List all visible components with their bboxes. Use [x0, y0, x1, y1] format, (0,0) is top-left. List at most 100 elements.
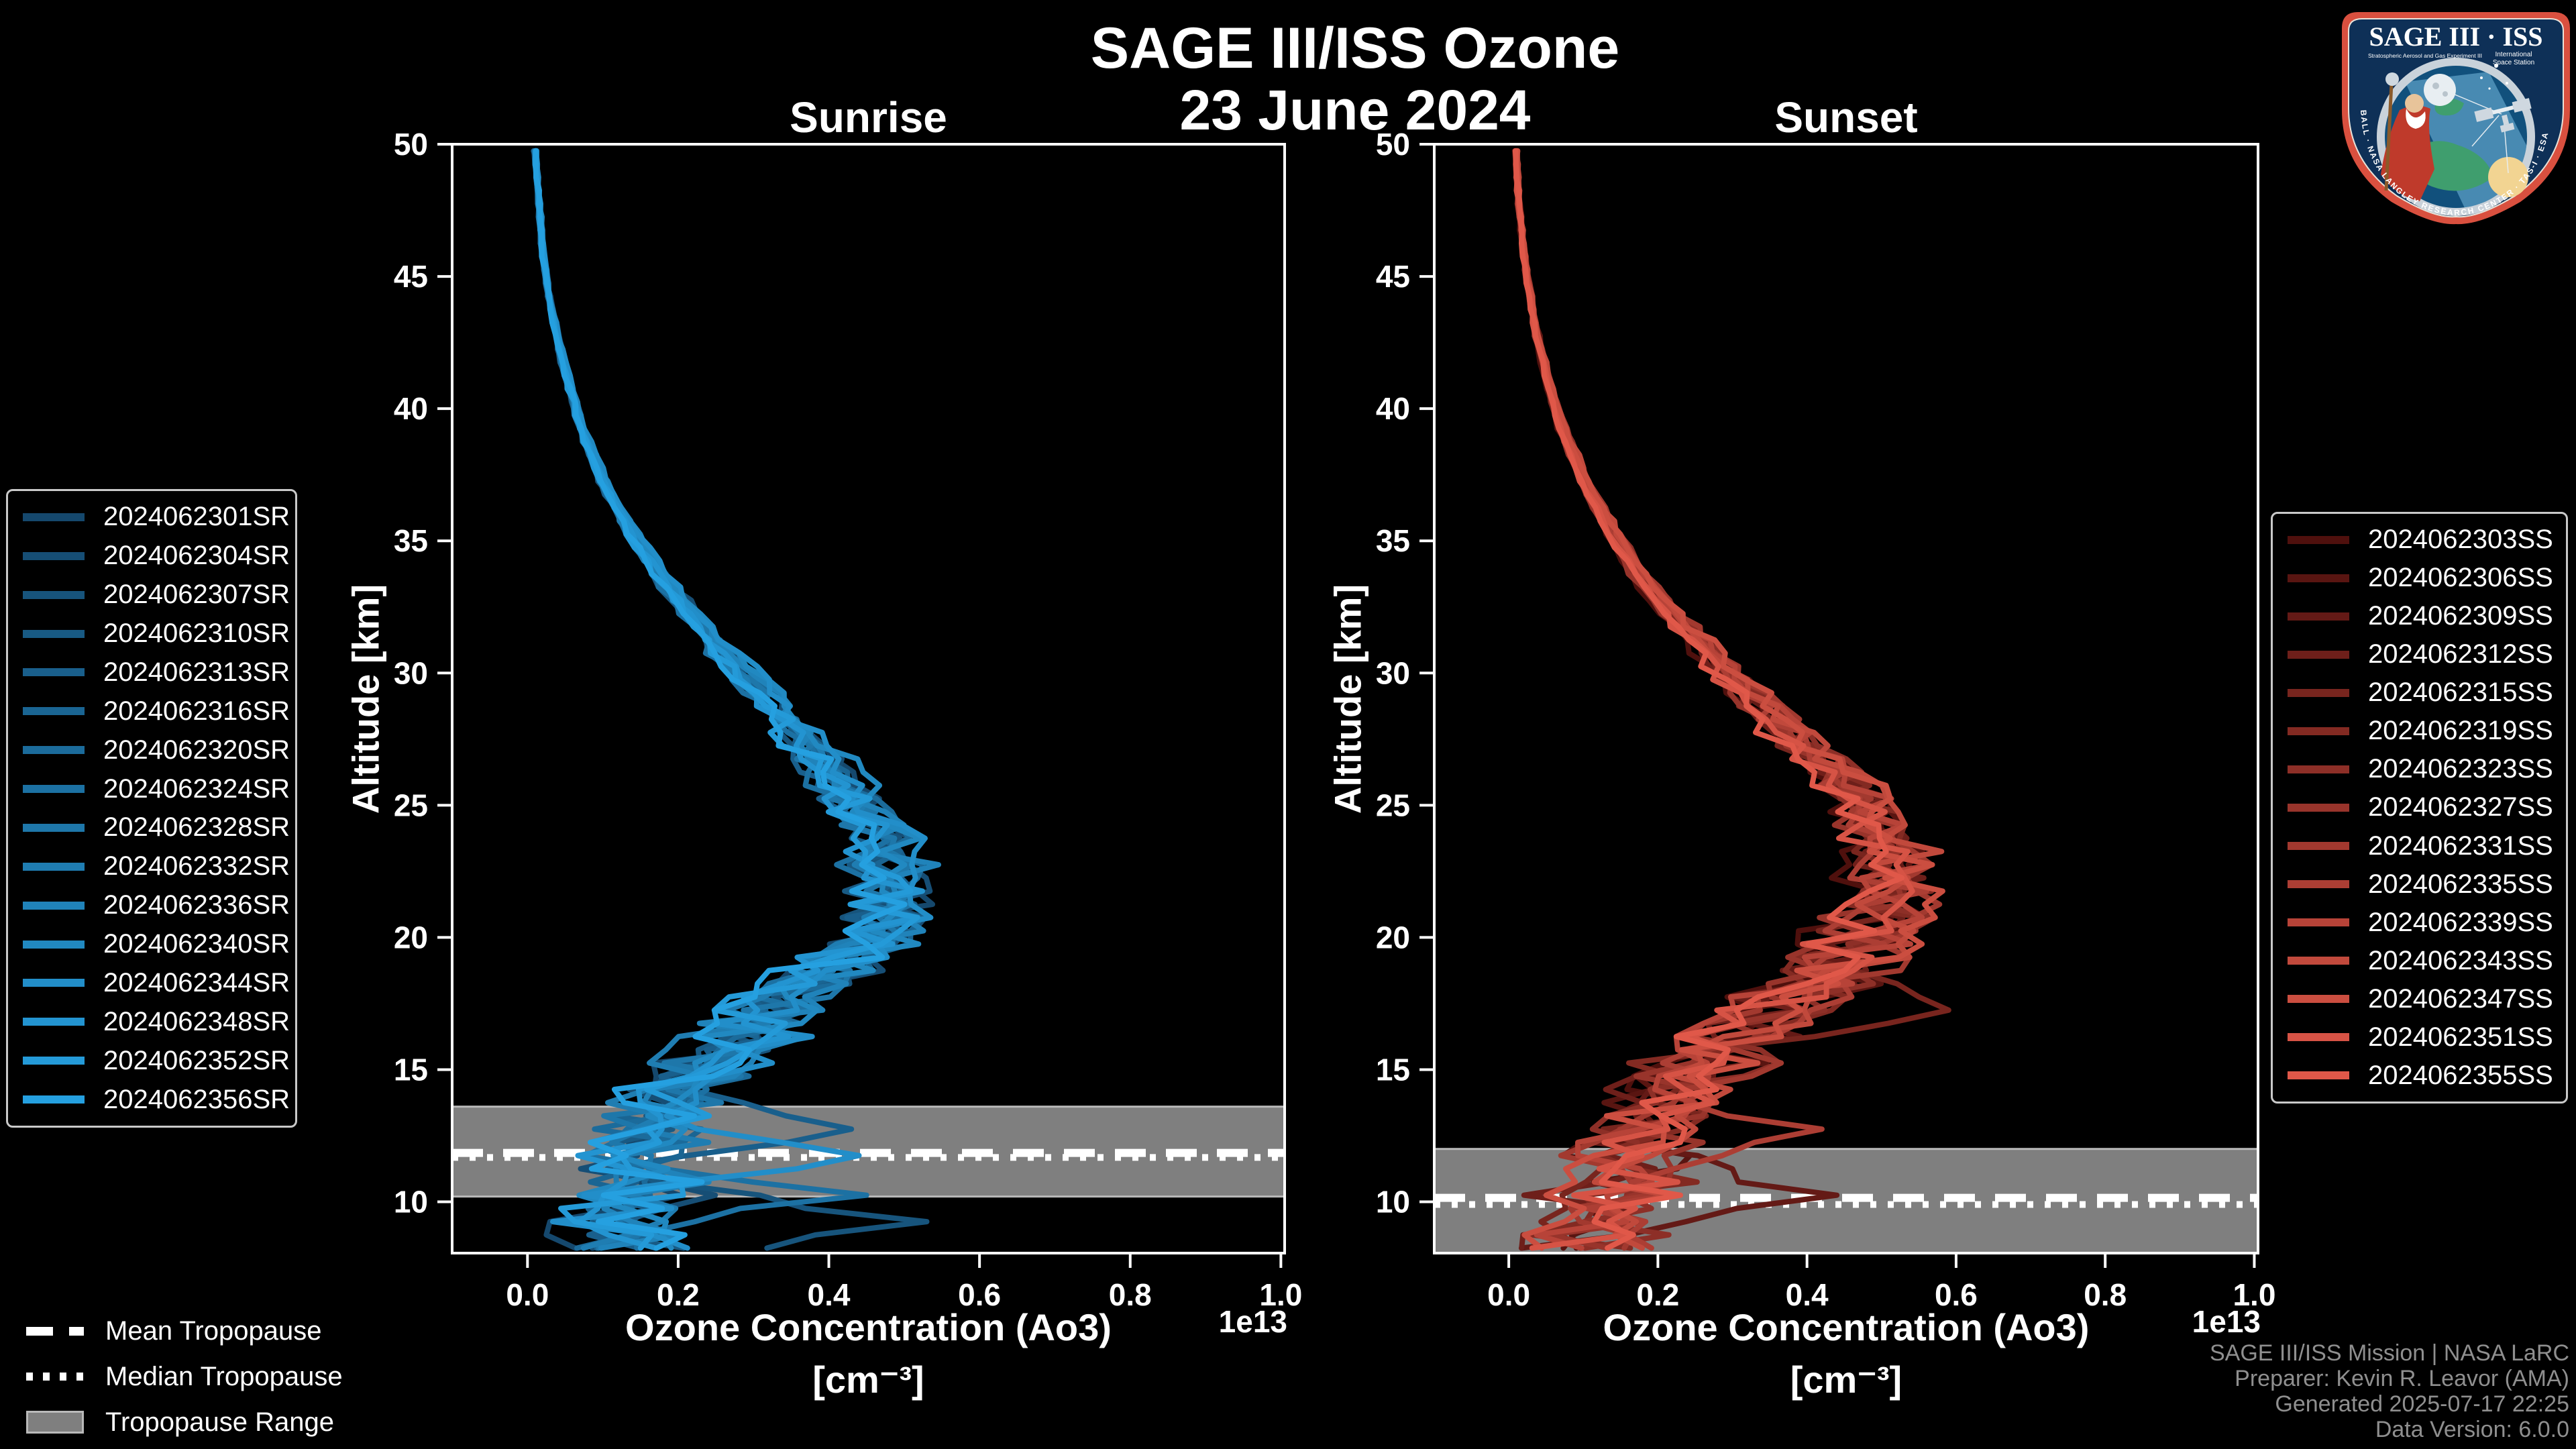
legend-item: 2024062313SR	[17, 657, 290, 688]
y-tick-label: 20	[394, 920, 428, 955]
legend-label: 2024062320SR	[103, 735, 290, 765]
ozone-profile-line	[532, 148, 933, 1251]
legend-item: 2024062315SS	[2282, 678, 2557, 708]
y-tick-label: 35	[1376, 523, 1410, 558]
legend-item: 2024062323SS	[2282, 754, 2557, 784]
legend-label: 2024062344SR	[103, 967, 290, 998]
tropopause-legend-item: Median Tropopause	[26, 1354, 343, 1399]
legend-label: 2024062339SS	[2368, 907, 2553, 937]
logo-continent	[2411, 141, 2493, 191]
legend-line-swatch	[2288, 727, 2349, 735]
x-tick-label: 0.6	[1935, 1277, 1978, 1312]
legend-item: 2024062303SS	[2282, 525, 2557, 555]
sunset-x-axis-label-line1: Ozone Concentration (Ao3)	[1603, 1306, 2090, 1348]
ozone-profile-line	[533, 148, 926, 1251]
y-tick-label: 10	[394, 1185, 428, 1220]
logo-moon-icon	[2424, 74, 2456, 106]
legend-label: 2024062304SR	[103, 541, 290, 571]
ozone-profile-line	[533, 148, 908, 1251]
y-tick-label: 25	[394, 788, 428, 822]
logo-moon-crater	[2432, 83, 2439, 89]
ozone-profile-line	[1514, 148, 1945, 1251]
legend-item: 2024062309SS	[2282, 601, 2557, 631]
legend-label: 2024062310SR	[103, 619, 290, 649]
tropopause-legend-swatch-band	[26, 1411, 84, 1434]
legend-label: 2024062316SR	[103, 696, 290, 726]
legend-line-swatch	[2288, 880, 2349, 889]
sunset-x-axis-label-line2: [cm⁻³]	[1790, 1358, 1902, 1401]
legend-label: 2024062306SS	[2368, 563, 2553, 593]
x-tick-label: 0.8	[2084, 1277, 2127, 1312]
tropopause-legend-label: Mean Tropopause	[105, 1316, 322, 1346]
y-tick-label: 45	[1376, 259, 1410, 294]
x-tick-label: 0.4	[808, 1277, 851, 1312]
legend-item: 2024062332SR	[17, 851, 290, 881]
legend-line-swatch	[2288, 957, 2349, 965]
legend-line-swatch	[23, 746, 85, 755]
sunrise-x-axis-label-line1: Ozone Concentration (Ao3)	[625, 1306, 1112, 1348]
legend-item: 2024062344SR	[17, 968, 290, 998]
legend-label: 2024062319SS	[2368, 716, 2553, 746]
y-tick-label: 10	[1376, 1185, 1410, 1220]
legend-item: 2024062304SR	[17, 541, 290, 571]
legend-label: 2024062328SR	[103, 812, 290, 843]
credit-line-preparer: Preparer: Kevin R. Leavor (AMA)	[2235, 1366, 2569, 1391]
legend-label: 2024062307SR	[103, 580, 290, 610]
logo-moon-crater	[2443, 91, 2448, 97]
legend-label: 2024062348SR	[103, 1006, 290, 1036]
logo-sun-icon	[2488, 157, 2528, 197]
legend-line-swatch	[23, 1095, 85, 1104]
tropopause-legend: Mean Tropopause Median Tropopause Tropopau…	[26, 1308, 343, 1445]
legend-line-swatch	[23, 901, 85, 910]
legend-line-swatch	[23, 785, 85, 794]
y-tick-label: 25	[1376, 788, 1410, 822]
legend-line-swatch	[2288, 535, 2349, 544]
logo-subtitle-right-1: International	[2495, 51, 2532, 58]
x-tick-label: 1.0	[1259, 1277, 1302, 1312]
plot-frame	[1433, 143, 2259, 1254]
x-tick-label: 0.8	[1109, 1277, 1152, 1312]
credit-line-data-version: Data Version: 6.0.0	[2375, 1417, 2569, 1442]
legend-label: 2024062301SR	[103, 502, 290, 532]
legend-line-swatch	[23, 629, 85, 638]
legend-line-swatch	[2288, 612, 2349, 621]
legend-item: 2024062310SR	[17, 619, 290, 649]
y-tick-label: 40	[1376, 391, 1410, 426]
legend-label: 2024062323SS	[2368, 754, 2553, 784]
y-tick-label: 35	[394, 523, 428, 558]
x-tick-label: 0.0	[1487, 1277, 1530, 1312]
legend-line-swatch	[23, 513, 85, 521]
figure-title: SAGE III/ISS Ozone	[1090, 16, 1620, 80]
legend-item: 2024062356SR	[17, 1085, 290, 1115]
credit-line-generated: Generated 2025-07-17 22:25	[2275, 1391, 2569, 1417]
ozone-profile-line	[533, 148, 936, 1251]
sunrise-panel-title: Sunrise	[790, 93, 947, 142]
legend-line-swatch	[23, 979, 85, 987]
legend-item: 2024062352SR	[17, 1046, 290, 1076]
legend-line-swatch	[23, 1057, 85, 1065]
sunrise-plot-area: 0.0 0.2 0.4 0.6 0.8 1.0 10 15 20 25 30 35 40 45 50	[394, 127, 1303, 1312]
y-tick-label: 50	[1376, 127, 1410, 162]
figure-date: 23 June 2024	[1179, 78, 1531, 142]
sunset-x-axis-label: Ozone Concentration (Ao3) [cm⁻³]	[1434, 1301, 2258, 1406]
ozone-profile-curves	[531, 148, 941, 1251]
ozone-profile-line	[533, 148, 941, 1251]
x-tick-label: 1.0	[2233, 1277, 2275, 1312]
legend-line-swatch	[2288, 995, 2349, 1004]
sunrise-x-axis-label-line2: [cm⁻³]	[812, 1358, 924, 1401]
logo-father-time-figure	[2381, 72, 2434, 201]
ozone-profile-line	[1513, 148, 1943, 1251]
legend-label: 2024062340SR	[103, 929, 290, 959]
legend-line-swatch	[2288, 574, 2349, 582]
legend-item: 2024062312SS	[2282, 639, 2557, 669]
legend-label: 2024062356SR	[103, 1084, 290, 1114]
ozone-profile-line	[533, 148, 923, 1251]
sunset-panel: Sunset Altitude [km] 0.0 0.2 0.4 0.6 0.8 1.0 1…	[1327, 96, 2276, 1401]
legend-label: 2024062332SR	[103, 851, 290, 881]
legend-item: 2024062340SR	[17, 929, 290, 959]
y-tick-label: 45	[394, 259, 428, 294]
legend-line-swatch	[23, 940, 85, 949]
legend-label: 2024062335SS	[2368, 869, 2553, 899]
legend-item: 2024062331SS	[2282, 831, 2557, 861]
